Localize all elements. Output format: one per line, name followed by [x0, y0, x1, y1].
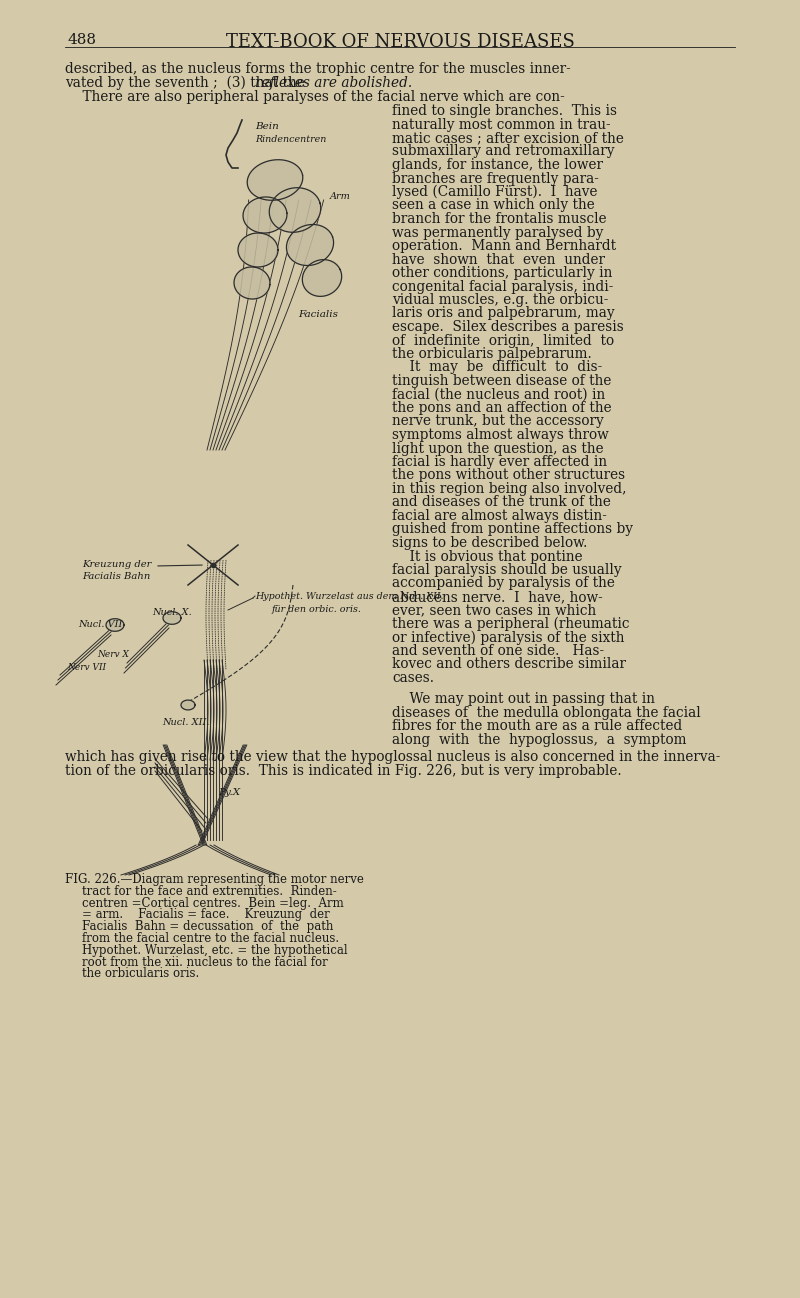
Text: and diseases of the trunk of the: and diseases of the trunk of the: [392, 496, 611, 510]
Text: TEXT-BOOK OF NERVOUS DISEASES: TEXT-BOOK OF NERVOUS DISEASES: [226, 32, 574, 51]
Text: the orbicularis oris.: the orbicularis oris.: [82, 967, 199, 980]
Text: have  shown  that  even  under: have shown that even under: [392, 253, 605, 266]
Text: Facialis Bahn: Facialis Bahn: [82, 572, 150, 582]
Text: There are also peripheral paralyses of the facial nerve which are con-: There are also peripheral paralyses of t…: [65, 90, 565, 104]
Text: tion of the orbicularis oris.  This is indicated in Fig. 226, but is very improb: tion of the orbicularis oris. This is in…: [65, 765, 622, 778]
Text: kovec and others describe similar: kovec and others describe similar: [392, 658, 626, 671]
Text: = arm.    Facialis = face.    Kreuzung  der: = arm. Facialis = face. Kreuzung der: [82, 909, 330, 922]
Text: vidual muscles, e.g. the orbicu-: vidual muscles, e.g. the orbicu-: [392, 293, 608, 308]
Text: root from the xii. nucleus to the facial for: root from the xii. nucleus to the facial…: [82, 955, 328, 968]
Polygon shape: [302, 260, 342, 296]
Text: vated by the seventh ;  (3) that the: vated by the seventh ; (3) that the: [65, 77, 309, 91]
Text: submaxillary and retromaxillary: submaxillary and retromaxillary: [392, 144, 614, 158]
Polygon shape: [181, 700, 195, 710]
Text: glands, for instance, the lower: glands, for instance, the lower: [392, 158, 603, 173]
Text: ever, seen two cases in which: ever, seen two cases in which: [392, 604, 596, 618]
Text: facial paralysis should be usually: facial paralysis should be usually: [392, 563, 622, 578]
Text: Kreuzung der: Kreuzung der: [82, 559, 151, 569]
Text: accompanied by paralysis of the: accompanied by paralysis of the: [392, 576, 615, 591]
Text: facial are almost always distin-: facial are almost always distin-: [392, 509, 607, 523]
Text: fibres for the mouth are as a rule affected: fibres for the mouth are as a rule affec…: [392, 719, 682, 733]
Text: from the facial centre to the facial nucleus.: from the facial centre to the facial nuc…: [82, 932, 339, 945]
Text: and seventh of one side.   Has-: and seventh of one side. Has-: [392, 644, 604, 658]
Text: für den orbic. oris.: für den orbic. oris.: [272, 605, 362, 614]
Text: escape.  Silex describes a paresis: escape. Silex describes a paresis: [392, 321, 624, 334]
Text: Nerv VII: Nerv VII: [67, 663, 106, 672]
Text: diseases of  the medulla oblongata the facial: diseases of the medulla oblongata the fa…: [392, 706, 701, 720]
Polygon shape: [270, 188, 321, 232]
Text: nerve trunk, but the accessory: nerve trunk, but the accessory: [392, 414, 604, 428]
Text: Nerv X: Nerv X: [97, 650, 129, 659]
Text: We may point out in passing that in: We may point out in passing that in: [392, 693, 655, 706]
Polygon shape: [106, 619, 124, 631]
Text: Facialis: Facialis: [298, 310, 338, 319]
Text: Py.X: Py.X: [218, 788, 240, 797]
Text: FIG. 226.—Diagram representing the motor nerve: FIG. 226.—Diagram representing the motor…: [65, 874, 364, 887]
Text: was permanently paralysed by: was permanently paralysed by: [392, 226, 603, 240]
Text: lysed (Camillo Fürst).  I  have: lysed (Camillo Fürst). I have: [392, 186, 598, 200]
Text: abducens nerve.  I  have, how-: abducens nerve. I have, how-: [392, 591, 602, 604]
Text: in this region being also involved,: in this region being also involved,: [392, 482, 626, 496]
Polygon shape: [286, 225, 334, 266]
Text: Nucl. XII.: Nucl. XII.: [162, 718, 210, 727]
Text: fined to single branches.  This is: fined to single branches. This is: [392, 104, 617, 118]
Text: branch for the frontalis muscle: branch for the frontalis muscle: [392, 212, 606, 226]
Text: there was a peripheral (rheumatic: there was a peripheral (rheumatic: [392, 617, 630, 631]
Text: matic cases ; after excision of the: matic cases ; after excision of the: [392, 131, 624, 145]
Text: guished from pontine affections by: guished from pontine affections by: [392, 523, 633, 536]
Text: 488: 488: [68, 32, 97, 47]
Text: other conditions, particularly in: other conditions, particularly in: [392, 266, 612, 280]
Text: Facialis  Bahn = decussation  of  the  path: Facialis Bahn = decussation of the path: [82, 920, 334, 933]
Text: facial (the nucleus and root) in: facial (the nucleus and root) in: [392, 388, 606, 401]
Text: the pons without other structures: the pons without other structures: [392, 469, 625, 483]
Polygon shape: [238, 234, 278, 267]
Text: Arm: Arm: [330, 192, 351, 201]
Text: light upon the question, as the: light upon the question, as the: [392, 441, 604, 456]
Text: the orbicularis palpebrarum.: the orbicularis palpebrarum.: [392, 347, 592, 361]
Text: signs to be described below.: signs to be described below.: [392, 536, 587, 550]
Text: facial is hardly ever affected in: facial is hardly ever affected in: [392, 456, 607, 469]
Text: seen a case in which only the: seen a case in which only the: [392, 199, 594, 213]
Text: reflexes are abolished.: reflexes are abolished.: [255, 77, 412, 90]
Text: Rindencentren: Rindencentren: [255, 135, 326, 144]
Text: laris oris and palpebrarum, may: laris oris and palpebrarum, may: [392, 306, 614, 321]
Polygon shape: [247, 160, 302, 200]
Text: It  may  be  difficult  to  dis-: It may be difficult to dis-: [392, 361, 602, 375]
Text: symptoms almost always throw: symptoms almost always throw: [392, 428, 609, 443]
Text: the pons and an affection of the: the pons and an affection of the: [392, 401, 612, 415]
Text: Nucl. VII: Nucl. VII: [78, 620, 122, 630]
Text: Nucl. X.: Nucl. X.: [152, 607, 192, 617]
Polygon shape: [163, 611, 181, 624]
Text: naturally most common in trau-: naturally most common in trau-: [392, 118, 610, 131]
Text: described, as the nucleus forms the trophic centre for the muscles inner-: described, as the nucleus forms the trop…: [65, 62, 570, 77]
Text: along  with  the  hypoglossus,  a  symptom: along with the hypoglossus, a symptom: [392, 733, 686, 748]
Text: congenital facial paralysis, indi-: congenital facial paralysis, indi-: [392, 279, 614, 293]
Polygon shape: [234, 267, 270, 299]
Text: operation.  Mann and Bernhardt: operation. Mann and Bernhardt: [392, 239, 616, 253]
Text: Hypothet. Wurzelast, etc. = the hypothetical: Hypothet. Wurzelast, etc. = the hypothet…: [82, 944, 348, 957]
Polygon shape: [243, 197, 287, 234]
Text: or infective) paralysis of the sixth: or infective) paralysis of the sixth: [392, 631, 625, 645]
Text: tract for the face and extremities.  Rinden-: tract for the face and extremities. Rind…: [82, 885, 337, 898]
Text: which has given rise to the view that the hypoglossal nucleus is also concerned : which has given rise to the view that th…: [65, 750, 720, 765]
Text: branches are frequently para-: branches are frequently para-: [392, 171, 599, 186]
Text: cases.: cases.: [392, 671, 434, 685]
Text: tinguish between disease of the: tinguish between disease of the: [392, 374, 611, 388]
Text: of  indefinite  origin,  limited  to: of indefinite origin, limited to: [392, 334, 614, 348]
Text: centren =Cortical centres.  Bein =leg.  Arm: centren =Cortical centres. Bein =leg. Ar…: [82, 897, 344, 910]
Text: It is obvious that pontine: It is obvious that pontine: [392, 549, 582, 563]
Text: Bein: Bein: [255, 122, 278, 131]
Text: Hypothet. Wurzelast aus dem Nuc. XII.: Hypothet. Wurzelast aus dem Nuc. XII.: [255, 592, 443, 601]
